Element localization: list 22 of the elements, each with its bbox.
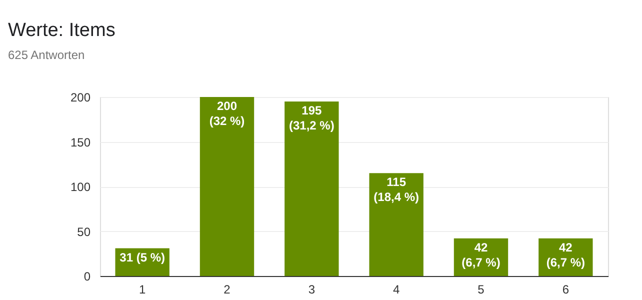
x-tick-label: 5 [478,282,485,296]
data-label: 195 (31,2 %) [288,103,334,132]
x-tick-label: 3 [308,282,316,296]
bar [369,173,424,276]
bar [284,101,339,276]
data-label: 115 (18,4 %) [374,175,420,204]
x-tick-label: 4 [392,282,400,296]
y-tick-label: 0 [84,270,91,284]
data-label: 42 (6,7 %) [546,240,586,270]
x-tick-label: 2 [224,282,231,296]
y-tick-label: 200 [70,90,91,104]
bar [200,97,254,276]
data-label: 200 (32 %) [209,99,245,128]
x-tick-label: 6 [562,282,570,296]
y-tick-label: 50 [77,224,91,239]
y-tick-label: 150 [70,135,91,150]
chart-subtitle: 625 Antworten [8,48,85,62]
data-label: 42 (6,7 %) [462,240,500,270]
data-label: 31 (5 %) [120,250,166,264]
chart-title: Werte: Items [8,20,116,41]
y-tick-label: 100 [70,180,91,194]
x-tick-label: 1 [138,282,146,296]
